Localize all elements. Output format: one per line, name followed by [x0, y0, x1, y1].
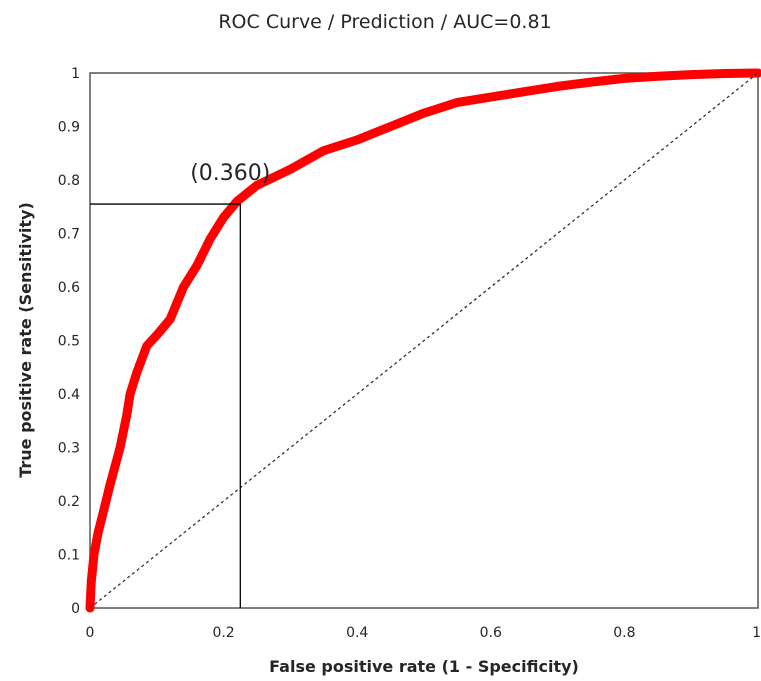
y-tick-label: 0.7	[58, 227, 80, 243]
y-tick-label: 1	[71, 66, 80, 82]
y-tick-label: 0.1	[58, 548, 80, 564]
roc-curve-line	[85, 68, 761, 613]
x-axis-ticks: 0 0.2 0.4 0.6 0.8 1	[86, 625, 761, 641]
y-tick-label: 0.5	[58, 334, 80, 350]
x-axis-title: False positive rate (1 - Specificity)	[269, 657, 579, 676]
x-tick-label: 0.2	[212, 625, 234, 641]
x-tick-label: 0.4	[346, 625, 368, 641]
y-tick-label: 0.6	[58, 280, 80, 296]
diagonal-reference-line	[89, 72, 759, 609]
y-tick-label: 0	[71, 601, 80, 617]
y-axis-ticks: 0 0.1 0.2 0.3 0.4 0.5 0.6 0.7 0.8 0.9 1	[58, 66, 80, 617]
threshold-annotation: (0.360)	[190, 161, 270, 186]
y-tick-label: 0.8	[58, 173, 80, 189]
plot-area: (0.360)	[85, 68, 761, 613]
x-tick-label: 1	[752, 625, 761, 641]
x-tick-label: 0.8	[613, 625, 635, 641]
y-axis-title: True positive rate (Sensitivity)	[16, 202, 35, 478]
y-tick-label: 0.3	[58, 441, 80, 457]
chart-title: ROC Curve / Prediction / AUC=0.81	[218, 11, 551, 33]
plot-frame	[89, 72, 759, 609]
y-tick-label: 0.9	[58, 120, 80, 136]
y-tick-label: 0.2	[58, 494, 80, 510]
y-tick-label: 0.4	[58, 387, 80, 403]
x-tick-label: 0	[86, 625, 95, 641]
x-tick-label: 0.6	[480, 625, 502, 641]
